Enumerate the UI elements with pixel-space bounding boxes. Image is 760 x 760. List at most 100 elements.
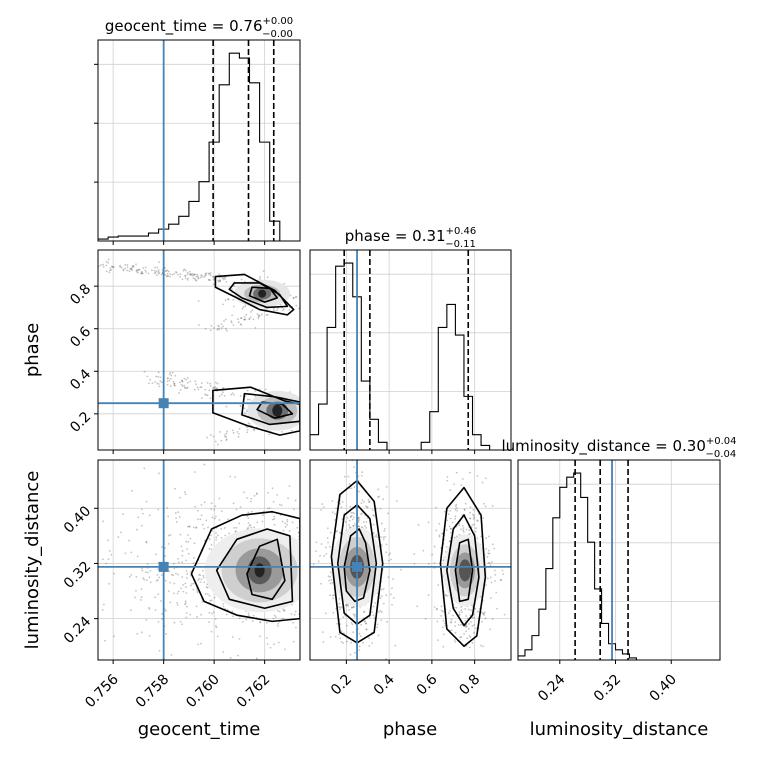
sample-point bbox=[132, 265, 135, 268]
sample-point bbox=[433, 606, 436, 608]
sample-point bbox=[148, 514, 151, 517]
sample-point bbox=[179, 276, 181, 278]
sample-point bbox=[283, 610, 285, 612]
sample-point bbox=[218, 497, 221, 500]
sample-point bbox=[102, 603, 105, 606]
density-cell bbox=[258, 289, 267, 298]
sample-point bbox=[325, 553, 328, 555]
sample-point bbox=[441, 532, 443, 535]
sample-point bbox=[193, 471, 196, 473]
sample-point bbox=[372, 532, 375, 534]
sample-point bbox=[168, 379, 171, 382]
sample-point bbox=[475, 527, 477, 530]
sample-point bbox=[217, 324, 220, 327]
sample-point bbox=[222, 605, 225, 608]
sample-point bbox=[189, 273, 192, 276]
sample-point bbox=[447, 513, 450, 516]
sample-point bbox=[331, 594, 334, 597]
sample-point bbox=[190, 274, 193, 277]
sample-point bbox=[257, 317, 260, 320]
sample-point bbox=[251, 510, 253, 513]
sample-point bbox=[265, 621, 268, 624]
sample-point bbox=[473, 516, 476, 519]
sample-point bbox=[185, 540, 188, 543]
sample-point bbox=[342, 616, 345, 619]
contour-inner bbox=[246, 538, 286, 601]
sample-point bbox=[157, 568, 160, 571]
phase-geocent-ytick-label: 0.6 bbox=[67, 324, 94, 351]
sample-point bbox=[207, 526, 209, 529]
sample-point bbox=[222, 603, 225, 605]
sample-point bbox=[161, 613, 163, 615]
sample-point bbox=[208, 611, 211, 614]
sample-point bbox=[196, 591, 199, 594]
sample-point bbox=[175, 270, 177, 273]
sample-point bbox=[446, 476, 449, 478]
sample-point bbox=[238, 637, 241, 640]
sample-point bbox=[257, 314, 260, 317]
sample-point bbox=[131, 265, 134, 267]
sample-point bbox=[455, 606, 458, 609]
sample-point bbox=[220, 323, 223, 326]
sample-point bbox=[273, 523, 276, 526]
sample-point bbox=[273, 309, 275, 312]
sample-point bbox=[223, 433, 226, 436]
sample-point bbox=[256, 313, 259, 316]
sample-point bbox=[222, 278, 225, 281]
sample-point bbox=[240, 323, 243, 326]
sample-point bbox=[186, 278, 189, 281]
sample-point bbox=[135, 576, 138, 578]
sample-point bbox=[372, 605, 375, 608]
sample-point bbox=[482, 516, 485, 519]
sample-point bbox=[308, 533, 310, 535]
sample-point bbox=[200, 514, 203, 517]
sample-point bbox=[315, 537, 317, 539]
sample-point bbox=[93, 535, 95, 537]
ld-hist-title: luminosity_distance = 0.30+0.04 −0.04 bbox=[501, 436, 736, 460]
sample-point bbox=[243, 407, 246, 410]
sample-point bbox=[338, 597, 341, 600]
sample-point bbox=[455, 471, 458, 474]
sample-point bbox=[178, 392, 180, 394]
sample-point bbox=[301, 299, 303, 301]
sample-point bbox=[383, 530, 386, 532]
sample-point bbox=[487, 549, 490, 552]
sample-point bbox=[482, 645, 485, 648]
sample-point bbox=[132, 265, 135, 267]
sample-point bbox=[462, 527, 465, 529]
sample-point bbox=[128, 575, 131, 578]
sample-point bbox=[185, 378, 188, 381]
sample-point bbox=[382, 498, 385, 501]
sample-point bbox=[315, 577, 317, 579]
sample-point bbox=[246, 497, 249, 499]
sample-point bbox=[220, 536, 223, 539]
sample-point bbox=[318, 510, 320, 512]
sample-point bbox=[273, 643, 276, 646]
sample-point bbox=[209, 382, 212, 385]
sample-point bbox=[313, 541, 315, 543]
sample-point bbox=[232, 299, 235, 301]
phase-geocent-ytick-label: 0.4 bbox=[67, 366, 94, 393]
sample-point bbox=[294, 499, 297, 502]
sample-point bbox=[130, 551, 133, 554]
sample-point bbox=[461, 524, 464, 527]
sample-point bbox=[451, 521, 454, 524]
sample-point bbox=[215, 381, 217, 384]
sample-point bbox=[260, 313, 263, 316]
sample-point bbox=[210, 630, 213, 633]
sample-point bbox=[380, 536, 382, 538]
sample-point bbox=[242, 306, 245, 308]
sample-point bbox=[169, 601, 172, 604]
sample-point bbox=[208, 273, 211, 276]
sample-point bbox=[333, 594, 336, 597]
sample-point bbox=[124, 267, 127, 270]
sample-point bbox=[437, 584, 440, 586]
sample-point bbox=[303, 526, 305, 528]
sample-point bbox=[173, 384, 176, 387]
sample-point bbox=[259, 635, 261, 638]
sample-point bbox=[442, 610, 444, 613]
sample-point bbox=[386, 621, 389, 623]
sample-point bbox=[135, 269, 138, 271]
sample-point bbox=[196, 386, 199, 389]
sample-point bbox=[193, 388, 196, 391]
